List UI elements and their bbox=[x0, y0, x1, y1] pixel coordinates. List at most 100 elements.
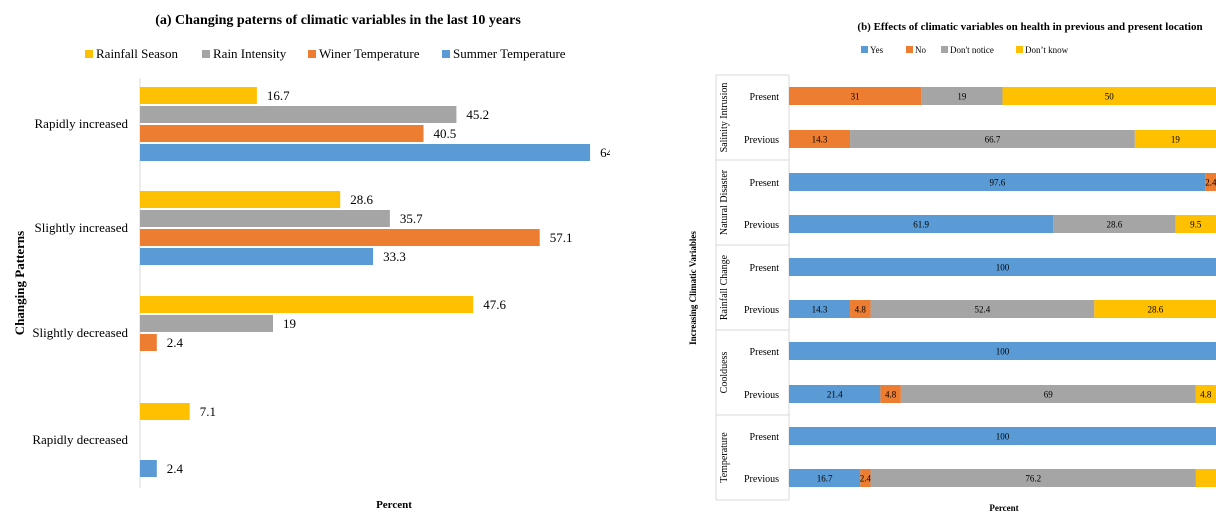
segment-no-natural-disaster-present bbox=[1205, 173, 1216, 191]
legend-swatch-don-t-notice bbox=[941, 46, 948, 53]
data-label-rainfall-season-slightly-decreased: 47.6 bbox=[483, 297, 506, 312]
legend-swatch-summer-temperature bbox=[442, 50, 450, 58]
row-label-rainfall-change-previous: Previous bbox=[744, 305, 779, 316]
row-label-natural-disaster-present: Present bbox=[750, 178, 780, 189]
bar-rain-intensity-slightly-increased bbox=[140, 210, 390, 227]
segment-don-t-know-temperature-previous bbox=[1195, 469, 1216, 487]
data-label-rainfall-season-slightly-increased: 28.6 bbox=[350, 192, 373, 207]
row-label-coolduess-present: Present bbox=[750, 347, 780, 358]
segment-no-salinity-intrusion-previous bbox=[789, 130, 851, 148]
bar-rainfall-season-slightly-increased bbox=[140, 191, 341, 208]
data-label-rain-intensity-rapidly-increased: 45.2 bbox=[466, 107, 489, 122]
data-label-no-temperature-previous: 2.4 bbox=[860, 474, 872, 484]
segment-yes-natural-disaster-present bbox=[789, 173, 1206, 191]
bar-summer-temperature-slightly-increased bbox=[140, 248, 374, 265]
data-label-yes-temperature-previous: 16.7 bbox=[817, 474, 833, 484]
data-label-don-t-notice-natural-disaster-previous: 28.6 bbox=[1106, 220, 1122, 230]
bar-summer-temperature-rapidly-increased bbox=[140, 144, 591, 161]
row-label-salinity-intrusion-previous: Previous bbox=[744, 135, 779, 146]
group-label-salinity-intrusion: Salinity Intrusion bbox=[719, 83, 730, 153]
segment-don-t-know-salinity-intrusion-present bbox=[1002, 87, 1216, 105]
row-label-temperature-previous: Previous bbox=[744, 474, 779, 485]
segment-yes-coolduess-present bbox=[789, 342, 1216, 360]
data-label-rainfall-season-rapidly-decreased: 7.1 bbox=[200, 404, 216, 419]
segment-yes-temperature-present bbox=[789, 427, 1216, 445]
segment-no-rainfall-change-previous bbox=[850, 300, 871, 318]
segment-don-t-notice-natural-disaster-previous bbox=[1053, 215, 1176, 233]
segment-don-t-know-natural-disaster-previous bbox=[1175, 215, 1216, 233]
data-label-don-t-know-salinity-intrusion-present: 50 bbox=[1105, 92, 1115, 102]
chart-b-title: (b) Effects of climatic variables on hea… bbox=[857, 21, 1202, 33]
group-label-temperature: Temperature bbox=[719, 432, 730, 483]
data-label-summer-temperature-rapidly-increased: 64.3 bbox=[600, 145, 610, 160]
row-label-coolduess-previous: Previous bbox=[744, 390, 779, 401]
segment-no-temperature-previous bbox=[860, 469, 871, 487]
data-label-yes-natural-disaster-present: 97.6 bbox=[990, 178, 1006, 188]
legend-swatch-no bbox=[906, 46, 913, 53]
y-axis-title: Changing Patterns bbox=[12, 231, 27, 335]
bar-summer-temperature-rapidly-decreased bbox=[140, 460, 157, 477]
data-label-no-salinity-intrusion-previous: 14.3 bbox=[812, 135, 828, 145]
bar-rainfall-season-slightly-decreased bbox=[140, 296, 474, 313]
chart-a-svg: (a) Changing paterns of climatic variabl… bbox=[12, 13, 610, 511]
legend-label-don-t-notice: Don't notice bbox=[950, 45, 994, 55]
row-label-rainfall-change-present: Present bbox=[750, 263, 780, 274]
bar-winer-temperature-slightly-decreased bbox=[140, 334, 157, 351]
legend-swatch-winer-temperature bbox=[308, 50, 316, 58]
category-label-rapidly-decreased: Rapidly decreased bbox=[32, 432, 128, 447]
row-label-temperature-present: Present bbox=[750, 432, 780, 443]
category-label-slightly-increased: Slightly increased bbox=[34, 220, 128, 235]
x-axis-title: Percent bbox=[989, 503, 1018, 513]
bar-rainfall-season-rapidly-increased bbox=[140, 87, 257, 104]
segment-yes-rainfall-change-present bbox=[789, 258, 1216, 276]
legend-swatch-rainfall-season bbox=[85, 50, 93, 58]
chart-b: (b) Effects of climatic variables on hea… bbox=[676, 0, 1216, 513]
segment-yes-temperature-previous bbox=[789, 469, 861, 487]
y-axis-title: Increasing Climatic Variables bbox=[688, 231, 698, 345]
segment-no-coolduess-previous bbox=[880, 385, 901, 403]
data-label-don-t-notice-salinity-intrusion-present: 19 bbox=[957, 92, 967, 102]
legend-swatch-rain-intensity bbox=[202, 50, 210, 58]
segment-don-t-notice-salinity-intrusion-previous bbox=[850, 130, 1135, 148]
legend-label-don-t-know: Don’t know bbox=[1025, 45, 1069, 55]
chart-a-title: (a) Changing paterns of climatic variabl… bbox=[155, 13, 521, 28]
bar-winer-temperature-slightly-increased bbox=[140, 229, 540, 246]
data-label-don-t-know-natural-disaster-previous: 9.5 bbox=[1190, 220, 1202, 230]
data-label-yes-rainfall-change-present: 100 bbox=[996, 263, 1010, 273]
legend-label-rain-intensity: Rain Intensity bbox=[213, 46, 287, 61]
legend-swatch-yes bbox=[861, 46, 868, 53]
legend-label-yes: Yes bbox=[870, 45, 884, 55]
bar-rain-intensity-slightly-decreased bbox=[140, 315, 273, 332]
legend-label-rainfall-season: Rainfall Season bbox=[96, 46, 178, 61]
bar-rain-intensity-rapidly-increased bbox=[140, 106, 457, 123]
segment-don-t-know-salinity-intrusion-previous bbox=[1134, 130, 1216, 148]
segment-yes-rainfall-change-previous bbox=[789, 300, 851, 318]
data-label-don-t-know-salinity-intrusion-previous: 19 bbox=[1171, 135, 1181, 145]
segment-don-t-notice-temperature-previous bbox=[870, 469, 1196, 487]
data-label-no-coolduess-previous: 4.8 bbox=[885, 390, 897, 400]
segment-don-t-know-rainfall-change-previous bbox=[1094, 300, 1216, 318]
data-label-rainfall-season-rapidly-increased: 16.7 bbox=[267, 88, 290, 103]
data-label-no-natural-disaster-present: 2.4 bbox=[1205, 178, 1216, 188]
group-label-coolduess: Coolduess bbox=[719, 352, 730, 394]
segment-don-t-notice-salinity-intrusion-present bbox=[921, 87, 1003, 105]
data-label-summer-temperature-slightly-increased: 33.3 bbox=[383, 249, 406, 264]
bar-rainfall-season-rapidly-decreased bbox=[140, 403, 190, 420]
chart-b-svg: (b) Effects of climatic variables on hea… bbox=[688, 21, 1216, 513]
data-label-yes-natural-disaster-previous: 61.9 bbox=[913, 220, 929, 230]
segment-don-t-know-coolduess-previous bbox=[1195, 385, 1216, 403]
segment-don-t-notice-rainfall-change-previous bbox=[870, 300, 1095, 318]
category-label-rapidly-increased: Rapidly increased bbox=[35, 116, 129, 131]
category-label-slightly-decreased: Slightly decreased bbox=[32, 325, 128, 340]
row-label-salinity-intrusion-present: Present bbox=[750, 92, 780, 103]
segment-don-t-notice-coolduess-previous bbox=[900, 385, 1196, 403]
data-label-rain-intensity-slightly-increased: 35.7 bbox=[400, 211, 423, 226]
data-label-summer-temperature-rapidly-decreased: 2.4 bbox=[167, 461, 184, 476]
segment-no-salinity-intrusion-present bbox=[789, 87, 922, 105]
data-label-don-t-notice-temperature-previous: 76.2 bbox=[1025, 474, 1041, 484]
segment-yes-natural-disaster-previous bbox=[789, 215, 1054, 233]
legend-label-summer-temperature: Summer Temperature bbox=[453, 46, 566, 61]
data-label-winer-temperature-slightly-decreased: 2.4 bbox=[167, 335, 184, 350]
chart-a: (a) Changing paterns of climatic variabl… bbox=[12, 13, 610, 511]
data-label-winer-temperature-slightly-increased: 57.1 bbox=[550, 230, 573, 245]
